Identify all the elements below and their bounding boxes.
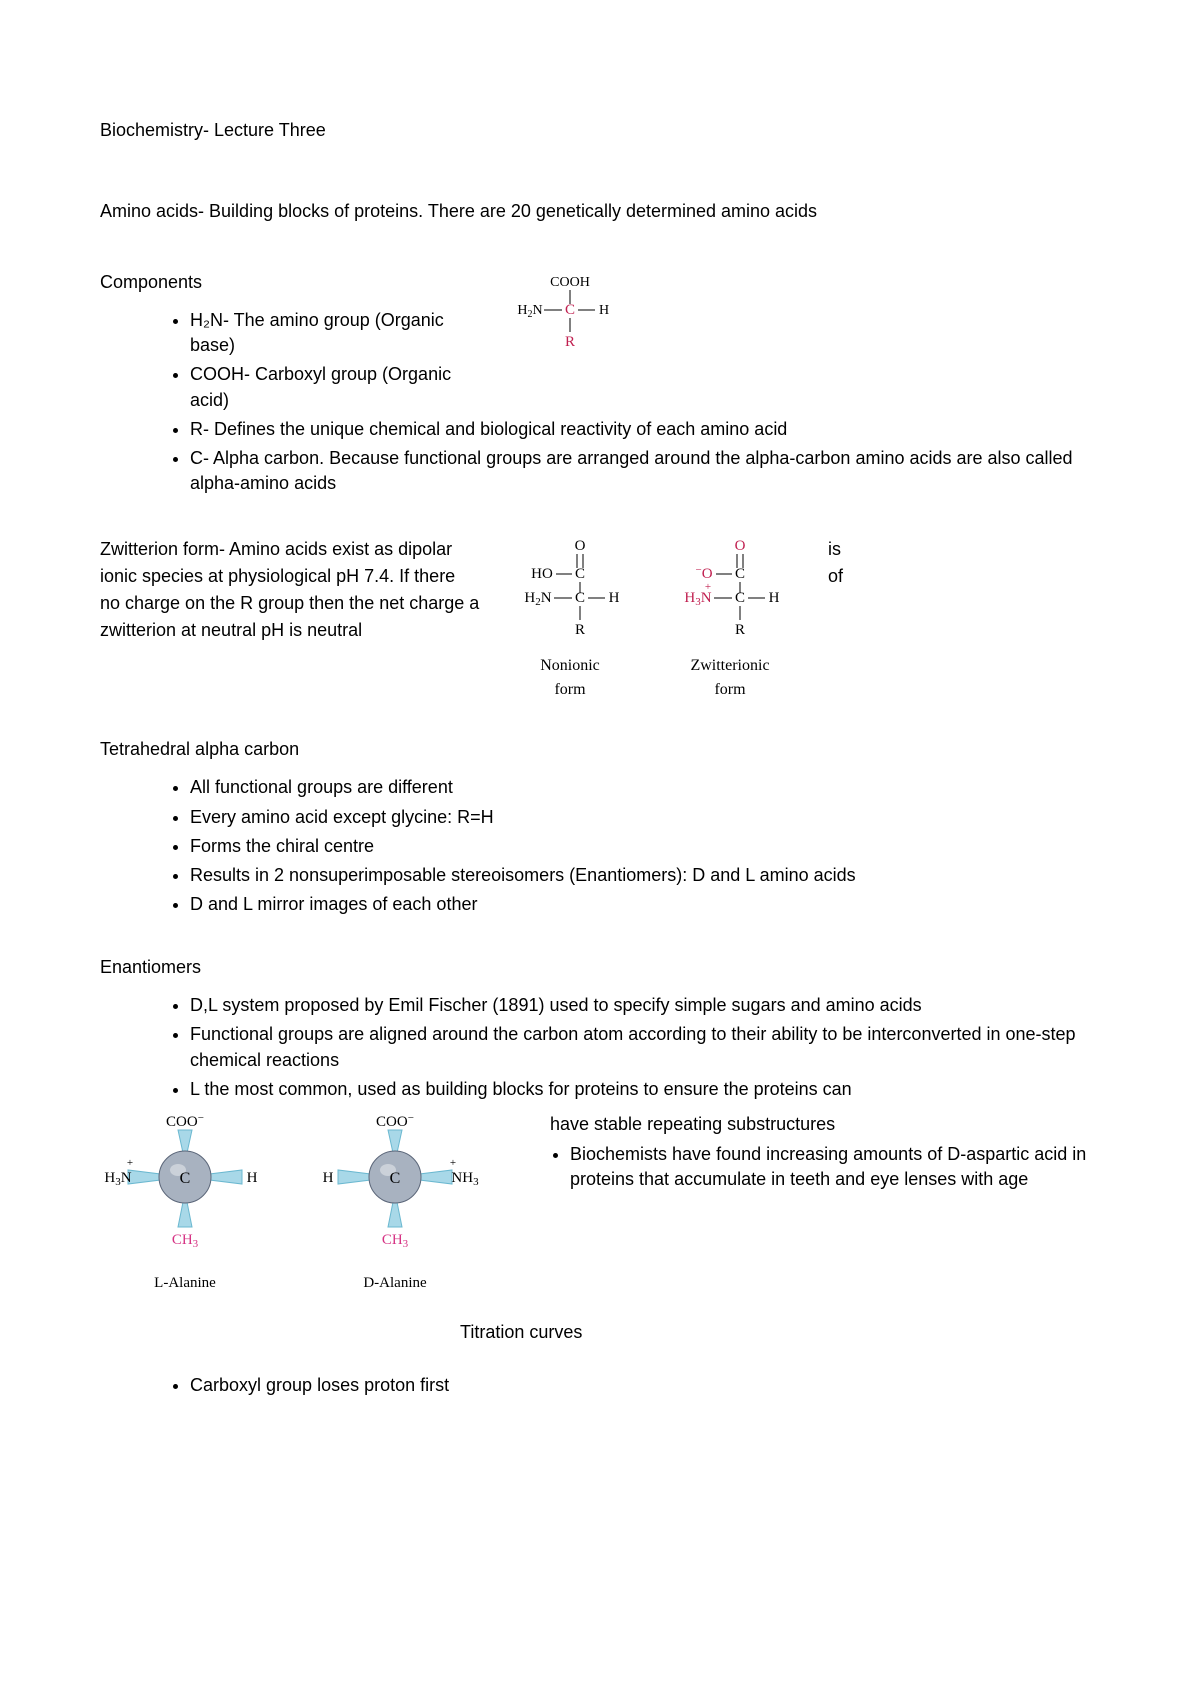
svg-text:CH3: CH3 xyxy=(382,1232,409,1250)
enantiomers-item: L the most common, used as building bloc… xyxy=(190,1077,1100,1102)
components-list-cont: R- Defines the unique chemical and biolo… xyxy=(100,417,1100,497)
svg-text:C: C xyxy=(735,590,745,606)
svg-text:+: + xyxy=(705,581,711,593)
svg-text:H2N: H2N xyxy=(524,590,551,608)
svg-text:C: C xyxy=(180,1170,191,1187)
components-item: R- Defines the unique chemical and biolo… xyxy=(190,417,1100,442)
zwitter-wrap-of: of xyxy=(828,563,843,590)
svg-text:HO: HO xyxy=(531,566,553,582)
svg-text:C: C xyxy=(390,1170,401,1187)
svg-text:O: O xyxy=(575,538,586,554)
enantiomers-item-wrap: have stable repeating substructures xyxy=(550,1112,1100,1137)
svg-text:H: H xyxy=(769,590,780,606)
tetrahedral-list: All functional groups are different Ever… xyxy=(100,775,1100,917)
diagram-c: C xyxy=(565,302,575,318)
svg-text:CH3: CH3 xyxy=(172,1232,199,1250)
svg-text:NH3: NH3 xyxy=(451,1170,479,1188)
svg-text:C: C xyxy=(575,590,585,606)
enantiomers-item: Functional groups are aligned around the… xyxy=(190,1022,1100,1072)
nonionic-label-2: form xyxy=(510,681,630,699)
amino-acid-diagram: COOH H2N C H R xyxy=(510,272,630,357)
tetrahedral-item: Forms the chiral centre xyxy=(190,834,1100,859)
svg-text:R: R xyxy=(735,622,745,638)
components-item: COOH- Carboxyl group (Organic acid) xyxy=(190,362,490,412)
svg-text:O: O xyxy=(735,538,746,554)
tetrahedral-item: All functional groups are different xyxy=(190,775,1100,800)
d-alanine-label: D-Alanine xyxy=(310,1275,480,1292)
diagram-r: R xyxy=(565,334,575,350)
svg-text:+: + xyxy=(127,1157,133,1169)
svg-text:C: C xyxy=(735,566,745,582)
svg-text:COO−: COO− xyxy=(166,1112,204,1130)
components-list: H₂N- The amino group (Organic base) COOH… xyxy=(100,308,490,413)
components-item: H₂N- The amino group (Organic base) xyxy=(190,308,490,358)
l-alanine-label: L-Alanine xyxy=(100,1275,270,1292)
nonionic-diagram: O HO C H2N C H R Nonionic form xyxy=(510,536,630,699)
zwitterion-text: Zwitterion form- Amino acids exist as di… xyxy=(100,536,480,644)
svg-text:H: H xyxy=(247,1170,258,1186)
titration-item: Carboxyl group loses proton first xyxy=(190,1373,1100,1398)
zwitter-wrap-is: is xyxy=(828,536,843,563)
tetrahedral-item: Every amino acid except glycine: R=H xyxy=(190,805,1100,830)
tetrahedral-item: D and L mirror images of each other xyxy=(190,892,1100,917)
zwitterionic-label-2: form xyxy=(670,681,790,699)
zwitterionic-diagram: O −O C H3N + C H R Zwitterionic xyxy=(670,536,790,699)
diagram-h2n: H2N xyxy=(517,303,542,320)
svg-text:H3N: H3N xyxy=(104,1170,131,1188)
enantiomers-list-right: Biochemists have found increasing amount… xyxy=(520,1142,1100,1192)
tetrahedral-heading: Tetrahedral alpha carbon xyxy=(100,739,1100,760)
diagram-cooh: COOH xyxy=(550,275,590,290)
svg-text:−O: −O xyxy=(695,564,712,582)
enantiomers-list-top: D,L system proposed by Emil Fischer (189… xyxy=(100,993,1100,1102)
enantiomers-item: D,L system proposed by Emil Fischer (189… xyxy=(190,993,1100,1018)
components-heading: Components xyxy=(100,272,490,293)
diagram-h: H xyxy=(599,303,609,318)
svg-text:H: H xyxy=(323,1170,334,1186)
enantiomers-item: Biochemists have found increasing amount… xyxy=(570,1142,1100,1192)
components-item: C- Alpha carbon. Because functional grou… xyxy=(190,446,1100,496)
intro-text: Amino acids- Building blocks of proteins… xyxy=(100,201,1100,222)
svg-text:R: R xyxy=(575,622,585,638)
titration-list: Carboxyl group loses proton first xyxy=(100,1373,1100,1398)
svg-text:COO−: COO− xyxy=(376,1112,414,1130)
svg-text:C: C xyxy=(575,566,585,582)
zwitterionic-label-1: Zwitterionic xyxy=(670,657,790,675)
enantiomers-heading: Enantiomers xyxy=(100,957,1100,978)
page-title: Biochemistry- Lecture Three xyxy=(100,120,1100,141)
nonionic-label-1: Nonionic xyxy=(510,657,630,675)
svg-text:+: + xyxy=(450,1157,456,1169)
tetrahedral-item: Results in 2 nonsuperimposable stereoiso… xyxy=(190,863,1100,888)
titration-heading: Titration curves xyxy=(460,1322,1100,1343)
l-alanine-diagram: C COO− H3N + H CH3 L-Alanine xyxy=(100,1112,270,1292)
svg-text:H: H xyxy=(609,590,620,606)
d-alanine-diagram: C COO− H NH3 + CH3 D-Alanine xyxy=(310,1112,480,1292)
